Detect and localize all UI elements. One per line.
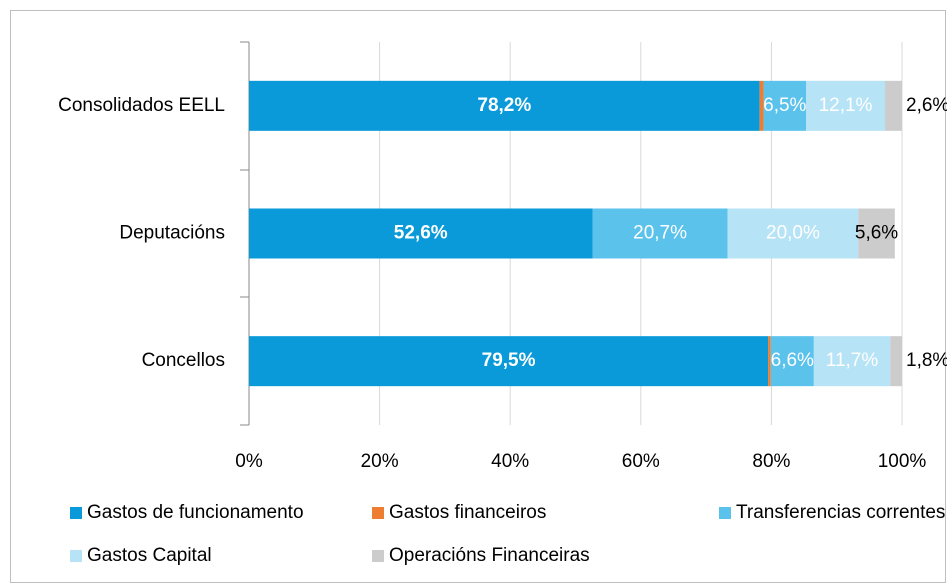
data-label: 52,6% (394, 223, 448, 244)
data-label: 2,6% (906, 95, 947, 116)
bar-segment (592, 208, 728, 259)
bar-segment (727, 208, 859, 259)
data-label: 12,1% (819, 95, 873, 116)
data-label: 20,0% (766, 223, 820, 244)
legend-swatch (70, 507, 82, 519)
bar-segment (249, 208, 593, 259)
bar-segment (813, 336, 891, 387)
y-tick-label: Consolidados EELL (58, 95, 225, 116)
legend-label: Gastos Capital (87, 545, 212, 566)
legend-label: Gastos financeiros (389, 502, 546, 523)
bar-segment (858, 208, 895, 259)
data-label: 6,6% (771, 350, 814, 371)
data-label: 1,8% (906, 350, 947, 371)
data-label: 5,6% (855, 223, 898, 244)
data-label: 6,5% (763, 95, 806, 116)
bar-segment (890, 336, 902, 387)
bar-segment (249, 336, 769, 387)
legend-swatch (372, 507, 384, 519)
legend-label: Operacións Financeiras (389, 545, 590, 566)
data-label: 11,7% (826, 350, 879, 371)
x-tick-label: 60% (622, 451, 660, 472)
legend-swatch (372, 550, 384, 562)
bar-segment (768, 336, 771, 387)
x-tick-label: 20% (361, 451, 399, 472)
bar-segment (759, 80, 764, 131)
x-tick-label: 0% (235, 451, 263, 472)
x-tick-label: 40% (491, 451, 529, 472)
legend-swatch (719, 507, 731, 519)
y-tick-label: Deputacións (119, 223, 225, 244)
y-tick-label: Concellos (142, 350, 225, 371)
data-label: 79,5% (482, 350, 536, 371)
bar-segment (885, 80, 902, 131)
legend-label: Gastos de funcionamento (87, 502, 304, 523)
bar-segment (806, 80, 886, 131)
bar-segment (249, 80, 760, 131)
x-tick-label: 80% (752, 451, 790, 472)
x-tick-label: 100% (878, 451, 927, 472)
bar-segment (770, 336, 814, 387)
bar-segment (763, 80, 807, 131)
legend-label: Transferencias correntes (736, 502, 945, 523)
data-label: 78,2% (477, 95, 531, 116)
legend-swatch (70, 550, 82, 562)
data-label: 20,7% (633, 223, 687, 244)
